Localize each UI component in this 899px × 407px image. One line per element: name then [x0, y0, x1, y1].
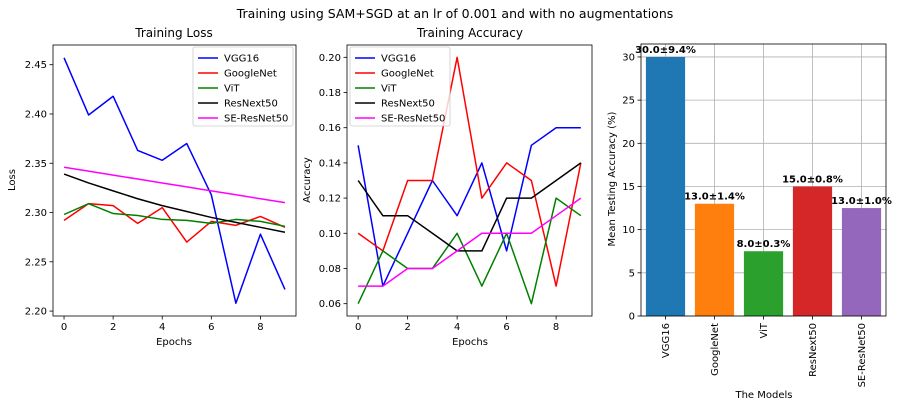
training-accuracy-xtick-label: 0	[355, 322, 361, 333]
training-loss-series-resnext50	[63, 173, 286, 233]
training-loss-legend-label-resnext50: ResNext50	[224, 99, 278, 110]
training-accuracy-ytick-label: 0.18	[319, 88, 341, 99]
training-loss-ytick-label: 2.30	[25, 208, 47, 219]
training-loss-xlabel: Epochs	[156, 337, 192, 348]
bar-label-se-resnet50: 13.0±1.0%	[831, 196, 892, 207]
training-accuracy-series-se-resnet50	[358, 197, 582, 287]
bar-vgg16	[645, 56, 686, 316]
bar-chart-ytick-label: 5	[629, 268, 635, 279]
bar-label-vgg16: 30.0±9.4%	[635, 45, 696, 56]
training-accuracy-ylabel: Accuracy	[302, 157, 313, 203]
training-loss-series-vit	[63, 202, 286, 228]
training-accuracy-legend-label-se-resnet50: SE-ResNet50	[381, 114, 445, 125]
bar-chart-xlabel: The Models	[734, 390, 792, 401]
bar-chart-ytick-label: 30	[622, 52, 635, 63]
training-loss-legend-label-vgg16: VGG16	[224, 54, 259, 65]
training-loss-ytick-label: 2.45	[25, 60, 47, 71]
training-loss-ytick-label: 2.20	[25, 307, 47, 318]
training-accuracy-xtick-label: 2	[404, 322, 410, 333]
training-accuracy-ytick-label: 0.16	[319, 123, 341, 134]
bar-vit	[743, 251, 784, 316]
bar-googlenet	[694, 203, 735, 316]
training-accuracy-ytick-label: 0.08	[319, 264, 341, 275]
training-accuracy-xtick-label: 8	[553, 322, 559, 333]
training-accuracy-axes-frame	[346, 44, 593, 317]
training-loss-xtick-label: 4	[159, 322, 165, 333]
bar-resnext50	[792, 186, 833, 316]
training-accuracy-xtick-label: 6	[503, 322, 509, 333]
training-accuracy-legend-box	[349, 46, 451, 127]
training-accuracy-ytick-label: 0.06	[319, 299, 341, 310]
bar-chart-xtick-label-vgg16: VGG16	[661, 323, 672, 358]
training-loss-ytick-label: 2.35	[25, 159, 47, 170]
bar-chart-xtick-label-se-resnet50: SE-ResNet50	[857, 323, 868, 387]
bar-chart-xtick-label-vit: ViT	[759, 322, 770, 338]
training-accuracy-series-vgg16	[357, 126, 581, 287]
training-loss-legend-label-vit: ViT	[224, 84, 240, 95]
training-loss-xtick-label: 0	[61, 322, 67, 333]
bar-label-vit: 8.0±0.3%	[737, 239, 791, 250]
bar-chart-axes-frame	[640, 43, 887, 317]
training-accuracy-panel: Training Accuracy Epochs Accuracy 0 2 4 6 8 0…	[302, 26, 593, 348]
training-loss-axes-frame	[52, 44, 297, 317]
training-accuracy-ytick-label: 0.12	[319, 194, 341, 205]
training-accuracy-xtick-label: 4	[454, 322, 460, 333]
training-loss-xtick-label: 6	[208, 322, 214, 333]
training-loss-series-vgg16	[63, 57, 286, 304]
training-accuracy-legend-label-vgg16: VGG16	[381, 54, 416, 65]
training-loss-ylabel: Loss	[7, 169, 18, 191]
bar-chart-ytick-label: 0	[629, 312, 635, 323]
training-loss-series-se-resnet50	[63, 166, 286, 204]
training-accuracy-ytick-label: 0.20	[319, 53, 341, 64]
training-accuracy-legend-label-resnext50: ResNext50	[381, 99, 435, 110]
bar-chart-ytick-label: 25	[622, 96, 635, 107]
bar-label-googlenet: 13.0±1.4%	[684, 192, 745, 203]
training-accuracy-title: Training Accuracy	[416, 26, 523, 40]
bar-chart-ytick-label: 20	[622, 139, 635, 150]
training-loss-ytick-label: 2.25	[25, 257, 47, 268]
training-loss-legend-label-googlenet: GoogleNet	[224, 69, 277, 80]
training-loss-legend-box	[192, 46, 294, 127]
bar-label-resnext50: 15.0±0.8%	[782, 174, 843, 185]
training-loss-series-googlenet	[63, 202, 286, 243]
bar-chart-ytick-label: 10	[622, 225, 635, 236]
figure-suptitle: Training using SAM+SGD at an lr of 0.001…	[236, 6, 674, 21]
training-loss-xtick-label: 2	[110, 322, 116, 333]
training-accuracy-series-vit	[357, 197, 582, 305]
bar-se-resnet50	[841, 208, 882, 316]
training-accuracy-ytick-label: 0.14	[319, 158, 341, 169]
mean-testing-accuracy-panel: The Models Mean Testing Accuracy (%) 30.…	[607, 43, 892, 401]
training-accuracy-legend: VGG16 GoogleNet ViT ResNext50 SE-ResNet50	[349, 46, 451, 127]
training-loss-ytick-label: 2.40	[25, 109, 47, 120]
bar-chart-xtick-label-googlenet: GoogleNet	[710, 323, 721, 376]
bar-chart-xtick-label-resnext50: ResNext50	[808, 323, 819, 377]
training-loss-xtick-label: 8	[257, 322, 263, 333]
bar-chart-ytick-label: 15	[622, 182, 635, 193]
training-accuracy-legend-label-googlenet: GoogleNet	[381, 69, 434, 80]
training-loss-panel: Training Loss Epochs Loss 0 2 4 6 8 2.20 2.25 2…	[7, 26, 297, 348]
training-loss-title: Training Loss	[134, 26, 212, 40]
training-accuracy-series-resnext50	[357, 162, 582, 252]
training-accuracy-ytick-label: 0.10	[319, 229, 341, 240]
training-accuracy-xlabel: Epochs	[452, 337, 488, 348]
training-loss-legend: VGG16 GoogleNet ViT ResNext50 SE-ResNet50	[192, 46, 294, 127]
bar-chart-ylabel: Mean Testing Accuracy (%)	[607, 111, 618, 246]
training-loss-legend-label-se-resnet50: SE-ResNet50	[224, 114, 288, 125]
training-accuracy-legend-label-vit: ViT	[381, 84, 397, 95]
